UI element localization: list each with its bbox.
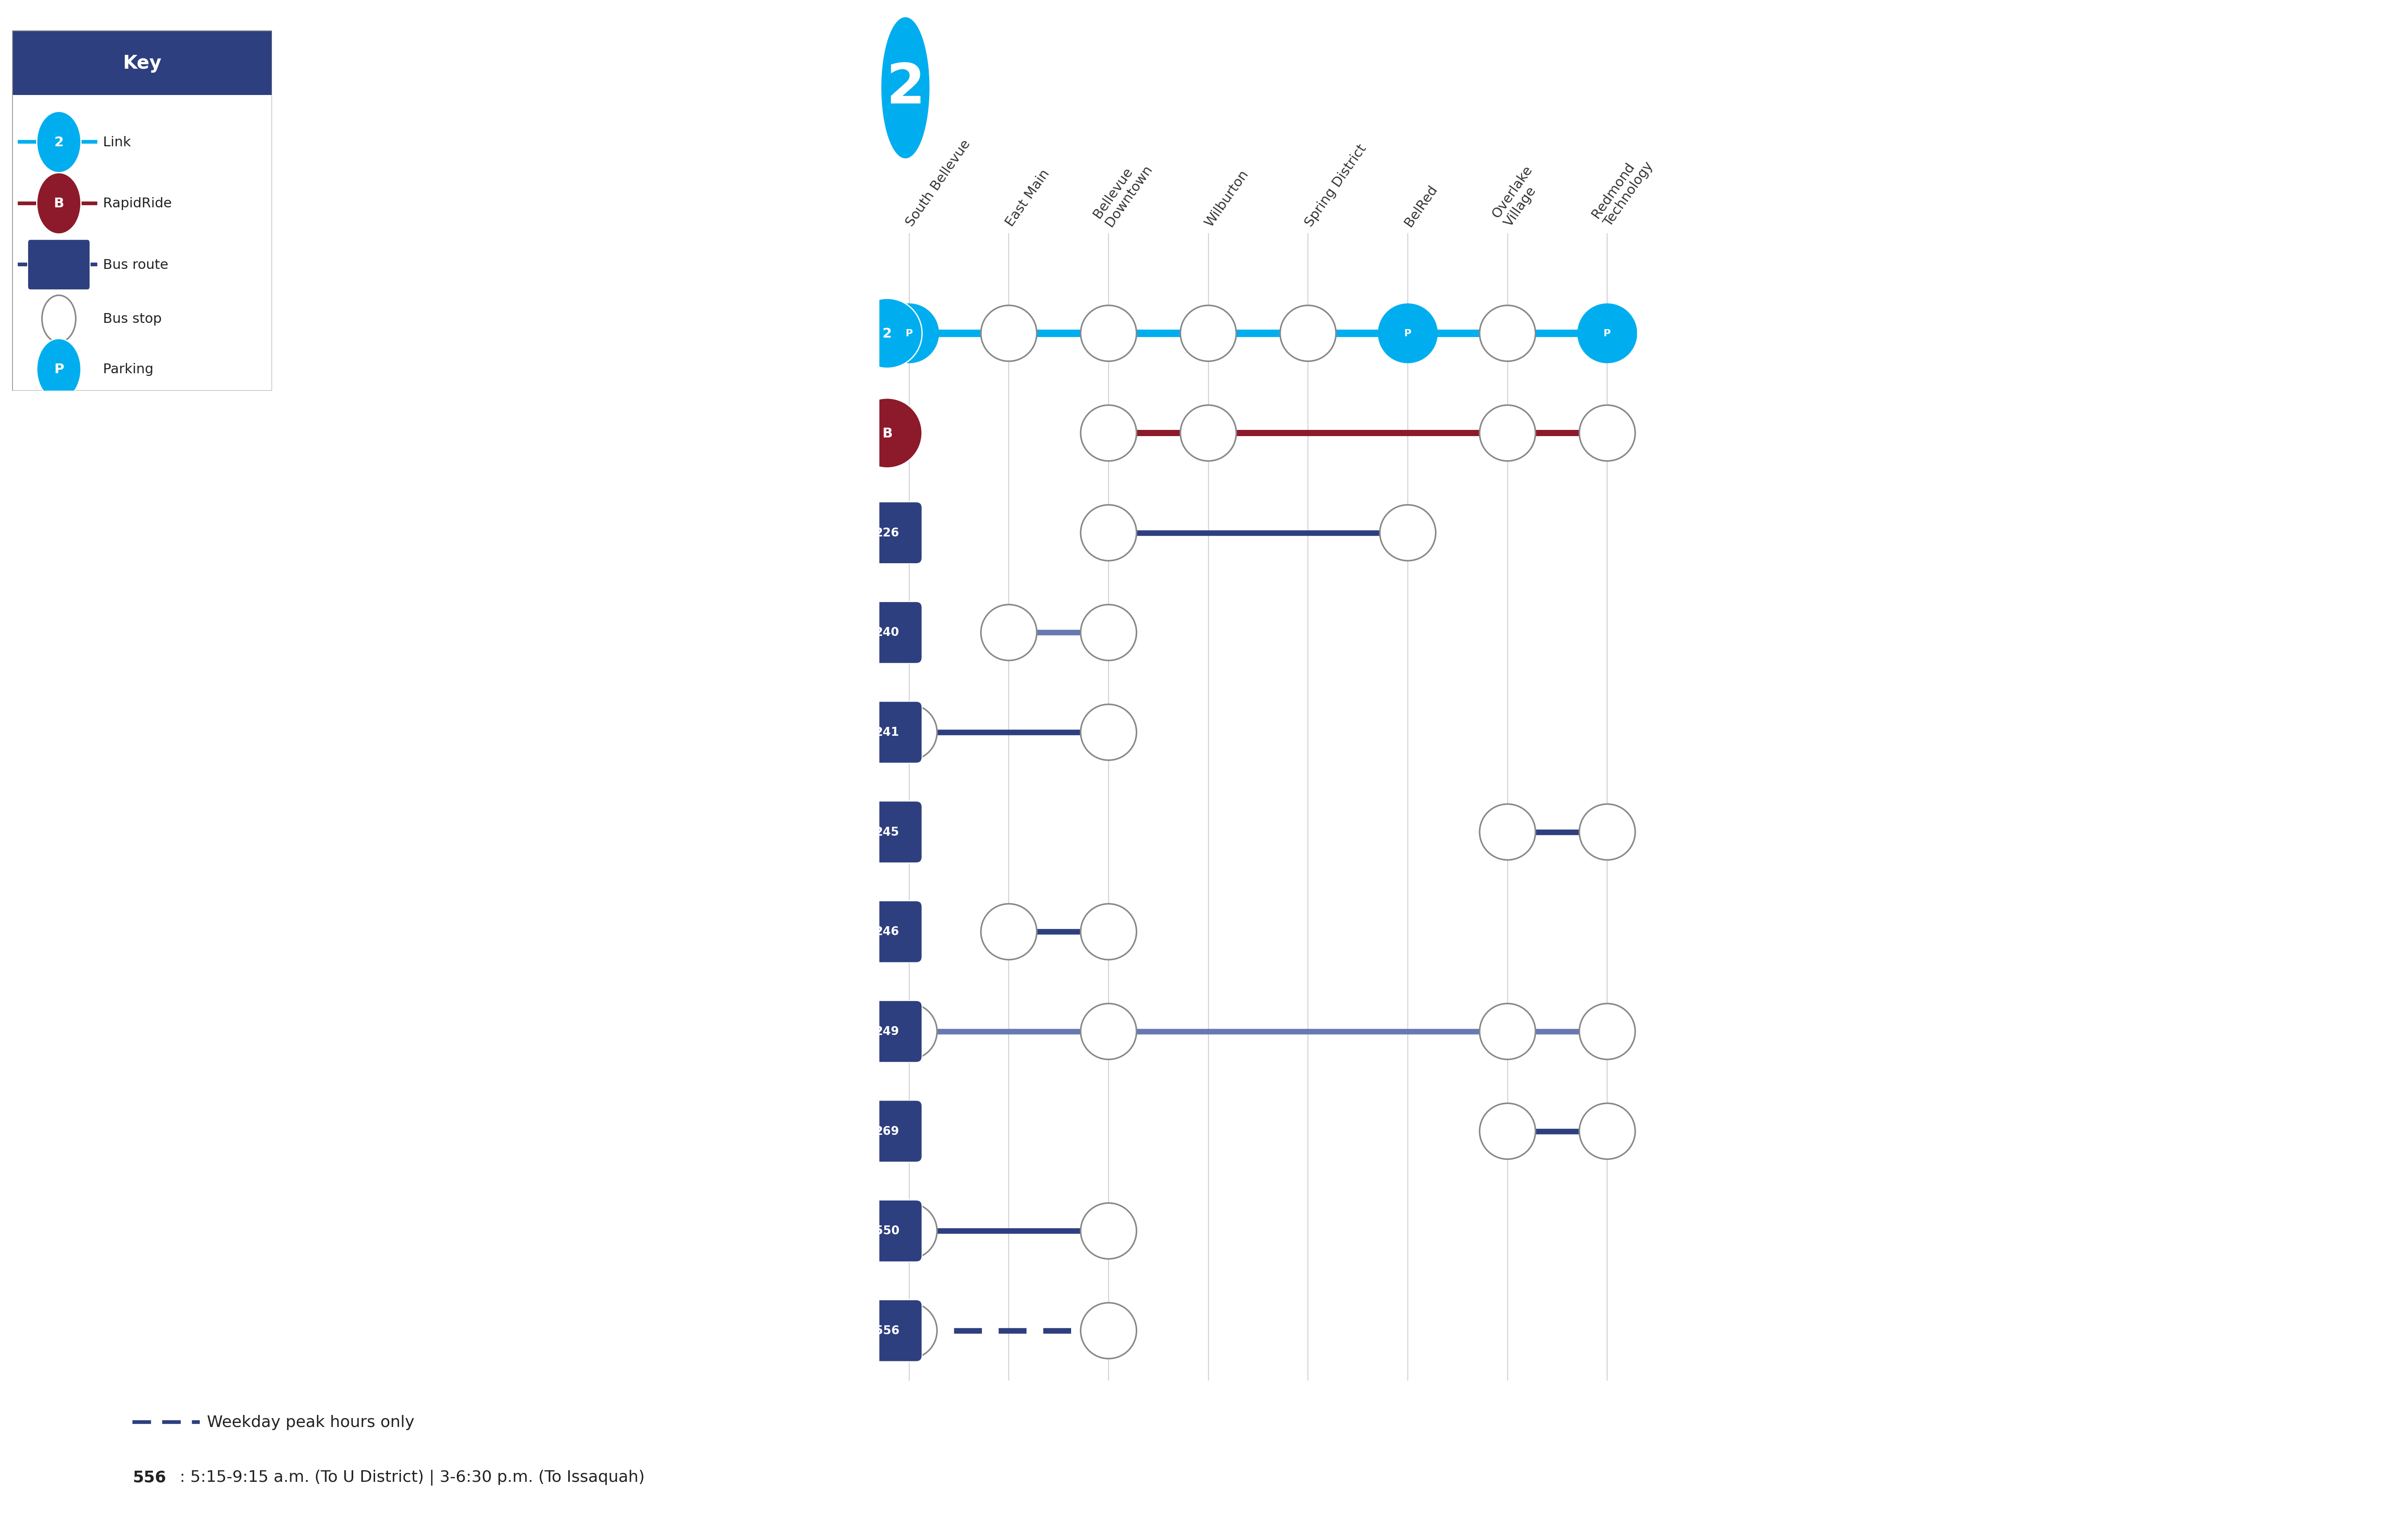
FancyBboxPatch shape — [852, 1000, 922, 1063]
Circle shape — [881, 1003, 937, 1060]
Circle shape — [1577, 304, 1637, 364]
Text: 245: 245 — [874, 827, 901, 838]
Circle shape — [1479, 305, 1536, 362]
Circle shape — [1180, 305, 1235, 362]
Circle shape — [980, 305, 1038, 362]
Circle shape — [1081, 305, 1137, 362]
Circle shape — [1081, 904, 1137, 960]
Circle shape — [1081, 1003, 1137, 1060]
Text: RapidRide: RapidRide — [104, 198, 171, 210]
Text: Alternative routes serving: Alternative routes serving — [771, 61, 1637, 115]
Text: 556: 556 — [132, 1470, 166, 1485]
Text: Bus route: Bus route — [104, 259, 169, 272]
Text: B: B — [53, 198, 65, 210]
Circle shape — [1580, 1103, 1635, 1160]
Text: Link: Link — [104, 137, 130, 149]
Circle shape — [1081, 1302, 1137, 1359]
FancyBboxPatch shape — [852, 1200, 922, 1262]
Circle shape — [1580, 405, 1635, 462]
Text: Bellevue
Downtown: Bellevue Downtown — [1091, 153, 1156, 229]
Text: Redmond
Technology: Redmond Technology — [1589, 150, 1657, 229]
Circle shape — [1081, 704, 1137, 761]
Circle shape — [852, 299, 922, 368]
Circle shape — [881, 704, 937, 761]
Text: Weekday peak hours only: Weekday peak hours only — [207, 1414, 414, 1430]
FancyBboxPatch shape — [852, 701, 922, 764]
FancyBboxPatch shape — [852, 900, 922, 963]
Circle shape — [1479, 405, 1536, 462]
Text: 2: 2 — [53, 137, 63, 149]
Circle shape — [1580, 1003, 1635, 1060]
Circle shape — [1081, 505, 1137, 561]
Text: 2: 2 — [886, 61, 925, 115]
Text: P: P — [905, 330, 913, 337]
Text: Parking: Parking — [104, 364, 154, 376]
Circle shape — [881, 1203, 937, 1259]
Circle shape — [1081, 604, 1137, 661]
FancyBboxPatch shape — [852, 1100, 922, 1163]
FancyBboxPatch shape — [852, 801, 922, 864]
Text: 246: 246 — [874, 927, 901, 937]
Text: Wilburton: Wilburton — [1202, 167, 1252, 229]
Circle shape — [1081, 1203, 1137, 1259]
Circle shape — [36, 339, 82, 400]
Text: 556: 556 — [874, 1325, 901, 1336]
FancyBboxPatch shape — [852, 502, 922, 565]
Circle shape — [1479, 1103, 1536, 1160]
Circle shape — [1081, 405, 1137, 462]
Text: 249: 249 — [874, 1026, 901, 1037]
Text: : 5:15-9:15 a.m. (To U District) | 3-6:30 p.m. (To Issaquah): : 5:15-9:15 a.m. (To U District) | 3-6:3… — [181, 1470, 645, 1485]
Text: South Bellevue: South Bellevue — [903, 138, 973, 229]
Circle shape — [1380, 505, 1435, 561]
FancyBboxPatch shape — [26, 239, 89, 290]
Text: P: P — [1604, 330, 1611, 337]
Text: 269: 269 — [874, 1126, 901, 1137]
Text: 226: 226 — [874, 528, 901, 538]
FancyBboxPatch shape — [852, 601, 922, 664]
Text: 2: 2 — [881, 327, 891, 341]
Circle shape — [1281, 305, 1336, 362]
Ellipse shape — [881, 17, 929, 160]
FancyBboxPatch shape — [12, 31, 272, 95]
Circle shape — [1479, 1003, 1536, 1060]
Circle shape — [1377, 304, 1438, 364]
Text: P: P — [1404, 330, 1411, 337]
Text: BelRed: BelRed — [1401, 183, 1440, 229]
Text: 240: 240 — [874, 627, 901, 638]
Text: Overlake
Village: Overlake Village — [1491, 163, 1548, 229]
Circle shape — [36, 112, 82, 173]
Text: P: P — [53, 364, 65, 376]
Text: Line stations: Line stations — [927, 61, 1334, 115]
Text: Bus stop: Bus stop — [104, 313, 161, 325]
Text: 241: 241 — [874, 727, 901, 738]
Text: East Main: East Main — [1004, 167, 1052, 229]
Circle shape — [980, 904, 1038, 960]
Circle shape — [41, 296, 75, 342]
FancyBboxPatch shape — [852, 1299, 922, 1362]
Circle shape — [1479, 804, 1536, 861]
Circle shape — [879, 304, 939, 364]
Circle shape — [1580, 804, 1635, 861]
Text: Spring District: Spring District — [1303, 143, 1368, 229]
Circle shape — [980, 604, 1038, 661]
Circle shape — [881, 1302, 937, 1359]
Text: Key: Key — [123, 54, 161, 72]
Text: Alternative routes serving: Alternative routes serving — [60, 61, 886, 115]
Text: B: B — [881, 426, 893, 440]
Circle shape — [852, 399, 922, 468]
Circle shape — [1180, 405, 1235, 462]
Text: 550: 550 — [874, 1226, 901, 1236]
Circle shape — [36, 173, 82, 235]
